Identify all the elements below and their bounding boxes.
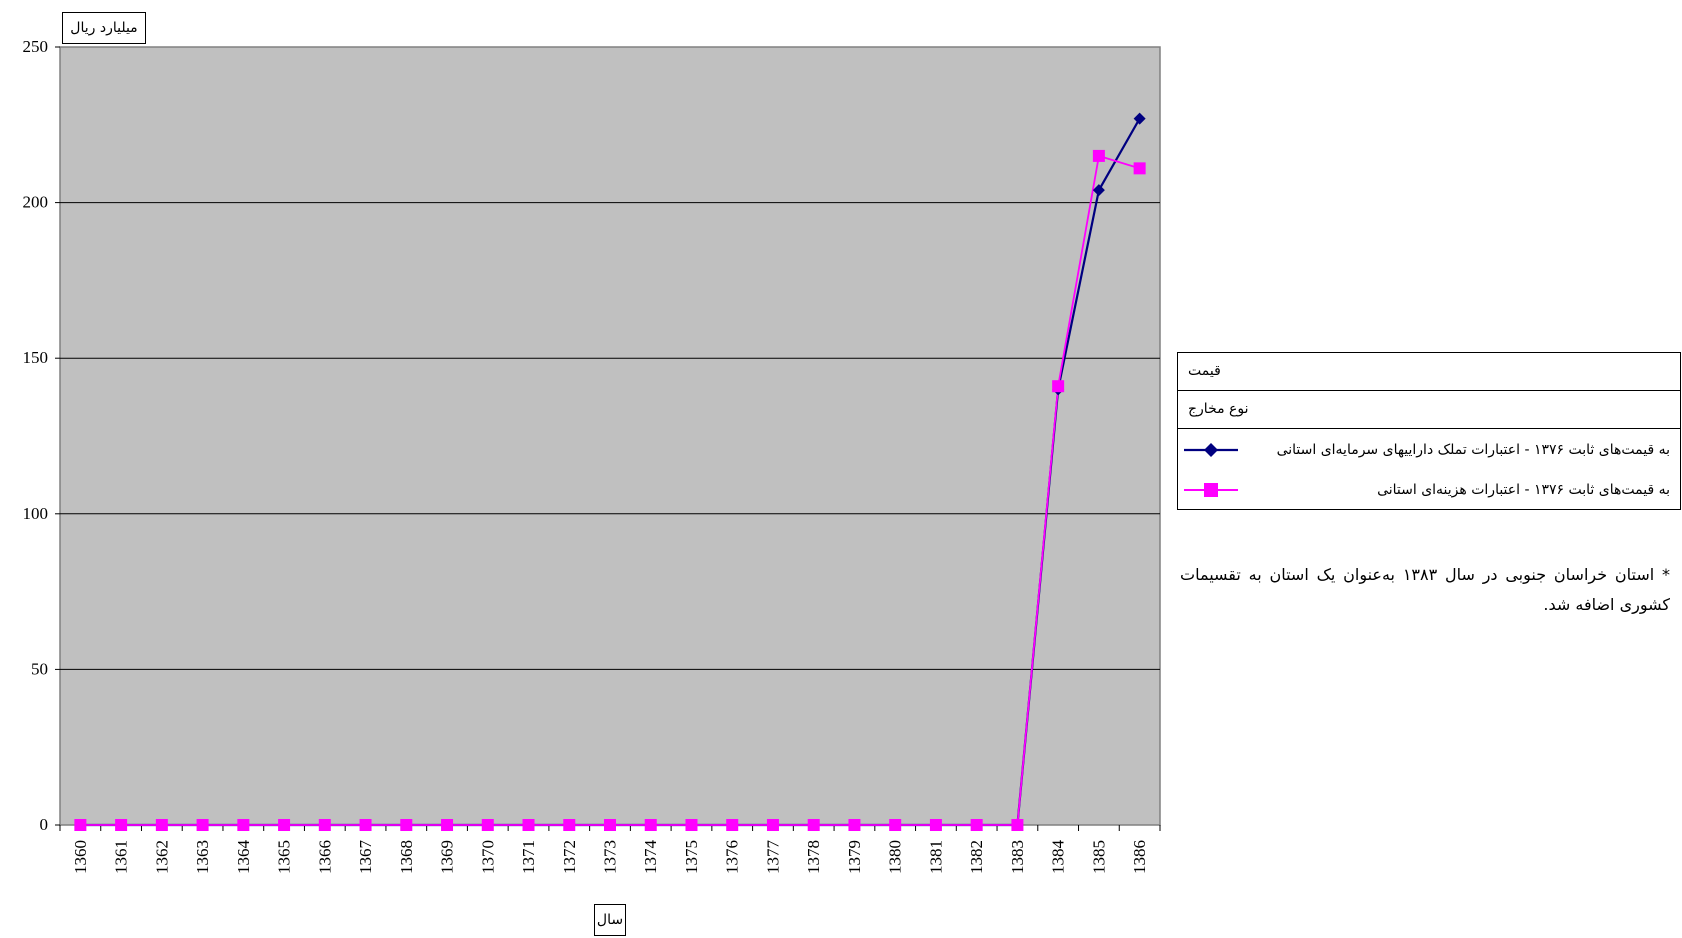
y-tick-label: 150 bbox=[23, 348, 49, 367]
data-point-square bbox=[1133, 162, 1146, 175]
data-point-square bbox=[970, 819, 983, 831]
y-tick-label: 50 bbox=[31, 659, 48, 678]
legend-header-expense-type-text: نوع مخارج bbox=[1188, 401, 1249, 417]
data-point-square bbox=[685, 819, 698, 831]
data-point-square bbox=[848, 819, 861, 831]
x-tick-label: 1377 bbox=[763, 840, 782, 875]
data-point-square bbox=[563, 819, 576, 831]
data-point-square bbox=[359, 819, 372, 831]
x-tick-label: 1374 bbox=[641, 840, 660, 875]
data-point-square bbox=[400, 819, 413, 831]
data-point-square bbox=[604, 819, 616, 831]
data-point-square bbox=[889, 819, 902, 831]
y-tick-label: 0 bbox=[40, 815, 49, 834]
data-point-square bbox=[766, 819, 779, 831]
x-tick-label: 1364 bbox=[234, 840, 253, 875]
legend-label-capital: به قیمت‌های ثابت ۱۳۷۶ - اعتبارات تملک دا… bbox=[1276, 442, 1670, 458]
data-point-square bbox=[237, 819, 250, 831]
data-point-square bbox=[807, 819, 820, 831]
x-tick-label: 1369 bbox=[438, 840, 457, 874]
x-tick-label: 1375 bbox=[682, 840, 701, 874]
legend: قیمت نوع مخارج به قیمت‌های ثابت ۱۳۷۶ - ا… bbox=[1177, 352, 1681, 510]
footnote: * استان خراسان جنوبی در سال ۱۳۸۳ به‌عنوا… bbox=[1180, 565, 1671, 614]
data-point-square bbox=[155, 819, 168, 831]
data-point-square bbox=[644, 819, 657, 831]
data-point-square bbox=[929, 819, 942, 831]
x-tick-label: 1379 bbox=[845, 840, 864, 874]
x-tick-label: 1360 bbox=[71, 840, 90, 874]
legend-label-current: به قیمت‌های ثابت ۱۳۷۶ - اعتبارات هزینه‌ا… bbox=[1377, 482, 1670, 498]
data-point-square bbox=[1011, 819, 1024, 831]
x-tick-label: 1370 bbox=[478, 840, 497, 874]
x-tick-label: 1373 bbox=[601, 840, 620, 874]
x-tick-label: 1382 bbox=[967, 840, 986, 874]
x-tick-label: 1361 bbox=[112, 840, 131, 874]
x-tick-label: 1363 bbox=[193, 840, 212, 874]
data-point-square bbox=[481, 819, 494, 831]
data-point-square bbox=[196, 819, 209, 831]
diamond-line-icon bbox=[1184, 443, 1238, 457]
x-tick-label: 1362 bbox=[152, 840, 171, 874]
x-tick-label: 1365 bbox=[275, 840, 294, 874]
data-point-square bbox=[726, 819, 739, 831]
plot-area bbox=[59, 46, 1161, 826]
data-point-square bbox=[115, 819, 128, 831]
data-point-square bbox=[278, 819, 291, 831]
x-axis-label: سال bbox=[594, 904, 626, 936]
x-tick-label: 1383 bbox=[1008, 840, 1027, 874]
data-point-diamond bbox=[1133, 112, 1146, 125]
x-tick-label: 1368 bbox=[397, 840, 416, 874]
x-tick-label: 1381 bbox=[926, 840, 945, 874]
x-tick-label: 1386 bbox=[1130, 840, 1149, 874]
x-tick-label: 1380 bbox=[886, 840, 905, 874]
legend-item-capital: به قیمت‌های ثابت ۱۳۷۶ - اعتبارات تملک دا… bbox=[1178, 431, 1680, 471]
y-tick-label: 100 bbox=[23, 504, 49, 523]
data-point-square bbox=[441, 819, 454, 831]
x-tick-label: 1371 bbox=[519, 840, 538, 874]
x-tick-label: 1378 bbox=[804, 840, 823, 874]
y-axis-unit-label: میلیارد ریال bbox=[62, 12, 146, 44]
data-point-diamond bbox=[1092, 184, 1105, 197]
data-point-square bbox=[1092, 149, 1105, 162]
data-point-square bbox=[1052, 380, 1065, 393]
legend-header-expense-type: نوع مخارج bbox=[1178, 391, 1680, 429]
x-tick-label: 1376 bbox=[723, 840, 742, 874]
data-point-square bbox=[74, 819, 87, 831]
x-tick-label: 1367 bbox=[356, 840, 375, 875]
x-tick-label: 1372 bbox=[560, 840, 579, 874]
legend-item-current: به قیمت‌های ثابت ۱۳۷۶ - اعتبارات هزینه‌ا… bbox=[1178, 471, 1680, 511]
x-tick-label: 1366 bbox=[315, 840, 334, 874]
y-tick-label: 200 bbox=[23, 193, 49, 212]
y-tick-label: 250 bbox=[23, 37, 49, 56]
legend-header-price: قیمت bbox=[1178, 353, 1680, 391]
square-line-icon bbox=[1184, 483, 1238, 497]
data-point-square bbox=[318, 819, 331, 831]
x-tick-label: 1385 bbox=[1089, 840, 1108, 874]
legend-header-price-text: قیمت bbox=[1188, 363, 1221, 379]
x-tick-label: 1384 bbox=[1049, 840, 1068, 875]
data-point-square bbox=[522, 819, 535, 831]
